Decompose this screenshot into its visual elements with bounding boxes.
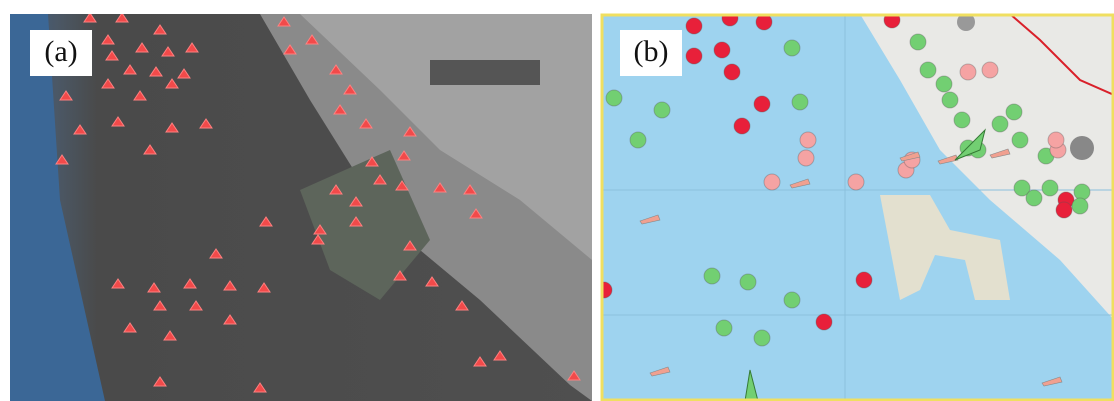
vessel [1012, 132, 1028, 148]
vessel [1006, 104, 1022, 120]
vessel [734, 118, 750, 134]
vessel [910, 34, 926, 50]
vessel [936, 76, 952, 92]
vessel [596, 282, 612, 298]
page: (a) (b) (() => { const data = JSON.parse… [0, 0, 1114, 401]
vessel [1072, 198, 1088, 214]
vessel [740, 274, 756, 290]
panel-label: (a) [44, 35, 77, 68]
vessel [1056, 202, 1072, 218]
vessel [856, 272, 872, 288]
vessel [606, 90, 622, 106]
vessel [798, 150, 814, 166]
vessel [1026, 190, 1042, 206]
vessel [704, 268, 720, 284]
vessel [992, 116, 1008, 132]
vessel [714, 42, 730, 58]
vessel [630, 132, 646, 148]
panel-label: (b) [634, 35, 669, 68]
map-poi [1070, 136, 1094, 160]
vessel [686, 48, 702, 64]
vessel [716, 320, 732, 336]
vessel [754, 96, 770, 112]
runway [430, 60, 540, 85]
vessel [686, 18, 702, 34]
vessel [784, 40, 800, 56]
vessel [800, 132, 816, 148]
vessel [1074, 184, 1090, 200]
vessel [784, 292, 800, 308]
vessel [722, 10, 738, 26]
vessel [1048, 132, 1064, 148]
vessel [764, 174, 780, 190]
vessel [848, 174, 864, 190]
figure: (a) (b) [0, 0, 1114, 401]
vessel [954, 112, 970, 128]
vessel [942, 92, 958, 108]
vessel [654, 102, 670, 118]
vessel [754, 330, 770, 346]
panel-a [10, 13, 592, 401]
vessel [724, 64, 740, 80]
vessel [982, 62, 998, 78]
vessel [816, 314, 832, 330]
vessel [960, 64, 976, 80]
vessel [1042, 180, 1058, 196]
vessel [920, 62, 936, 78]
vessel [792, 94, 808, 110]
